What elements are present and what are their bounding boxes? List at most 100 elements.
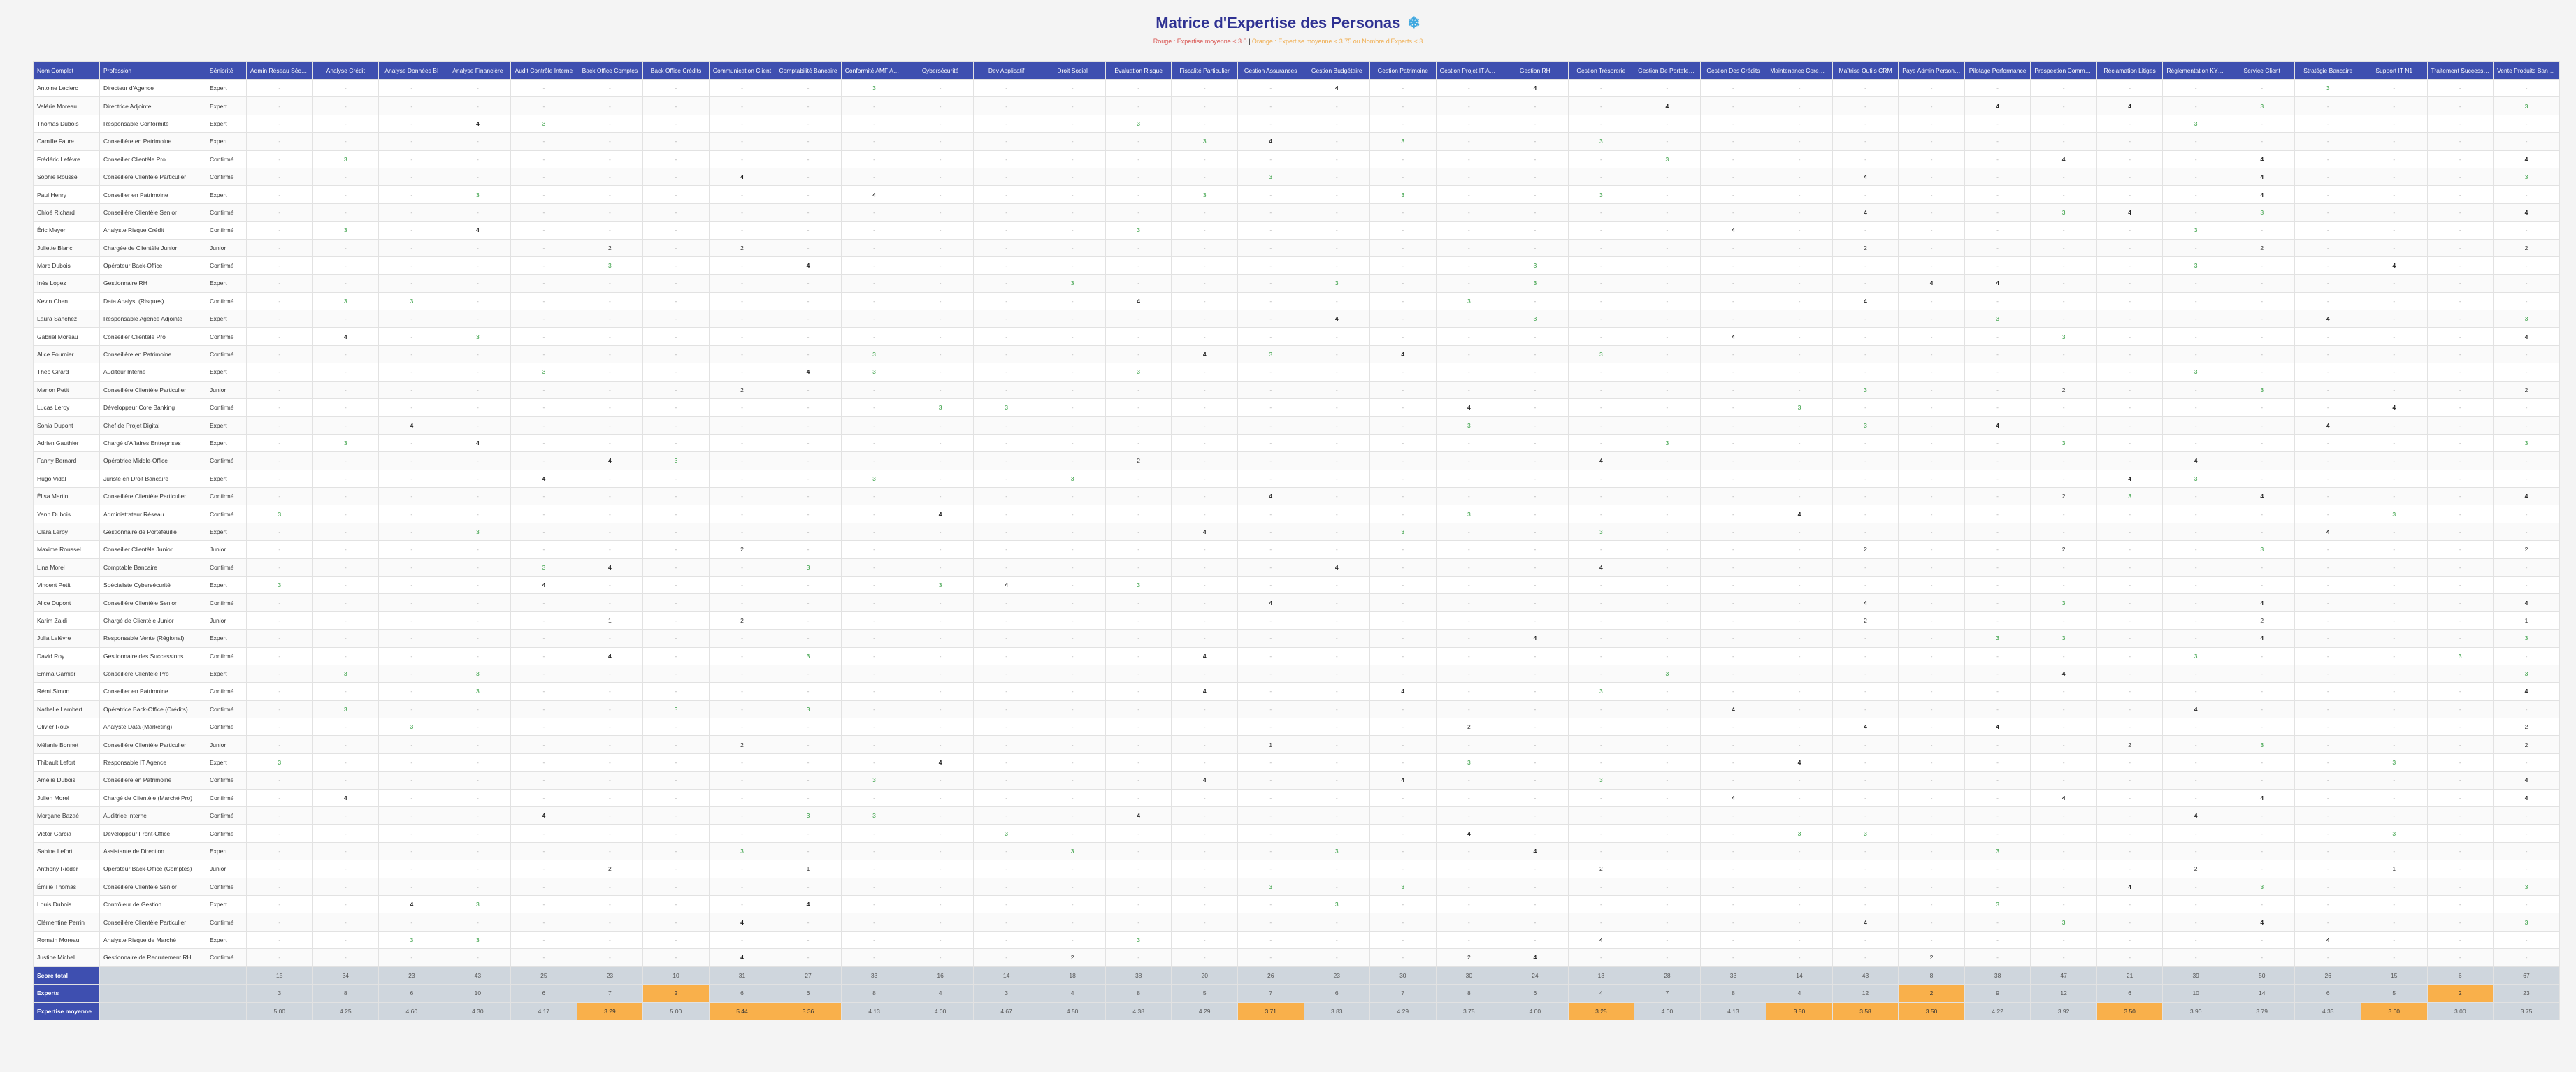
skill-cell: - bbox=[1303, 629, 1371, 648]
skill-cell: - bbox=[1766, 238, 1833, 257]
column-header-skill[interactable]: Analyse Données BI bbox=[378, 61, 445, 80]
column-header-skill[interactable]: Admin Réseau Sécurité bbox=[246, 61, 313, 80]
column-header-skill[interactable]: Comptabilité Bancaire bbox=[775, 61, 842, 80]
skill-cell: - bbox=[510, 700, 577, 719]
skill-cell: - bbox=[972, 96, 1040, 115]
column-header-name[interactable]: Nom Complet bbox=[33, 61, 100, 80]
skill-cell: - bbox=[2426, 913, 2494, 932]
skill-cell: - bbox=[1699, 575, 1767, 595]
skill-cell: - bbox=[2228, 824, 2296, 843]
skill-cell: - bbox=[972, 753, 1040, 772]
column-header-skill[interactable]: Gestion Patrimoine bbox=[1369, 61, 1437, 80]
column-header-skill[interactable]: Back Office Comptes bbox=[576, 61, 644, 80]
skill-cell: 3 bbox=[312, 150, 380, 168]
skill-cell: - bbox=[2294, 203, 2361, 222]
column-header-skill[interactable]: Traitement Successions bbox=[2426, 61, 2494, 80]
table-row: Juliette Blanc Chargée de Clientèle Junio… bbox=[33, 238, 2560, 257]
skill-cell: - bbox=[1699, 274, 1767, 293]
skill-cell: - bbox=[2162, 398, 2229, 417]
skill-cell: - bbox=[972, 345, 1040, 364]
skill-cell: 4 bbox=[2228, 150, 2296, 168]
column-header-skill[interactable]: Cybersécurité bbox=[907, 61, 974, 80]
skill-cell: - bbox=[1303, 753, 1371, 772]
column-header-skill[interactable]: Réglementation KYC AML bbox=[2162, 61, 2229, 80]
skill-cell: - bbox=[2493, 505, 2560, 523]
skill-cell: - bbox=[1104, 611, 1172, 630]
skill-cell: - bbox=[972, 611, 1040, 630]
row-name: Morgane Bazaé bbox=[33, 806, 100, 825]
skill-cell: - bbox=[840, 788, 908, 808]
skill-cell: - bbox=[1634, 469, 1701, 488]
column-header-skill[interactable]: Gestion Projet IT Agile bbox=[1435, 61, 1503, 80]
column-header-skill[interactable]: Communication Client bbox=[708, 61, 776, 80]
column-header-skill[interactable]: Dev Applicatif bbox=[972, 61, 1040, 80]
skill-cell: - bbox=[1766, 274, 1833, 293]
column-header-skill[interactable]: Paye Admin Personnel bbox=[1898, 61, 1965, 80]
skill-cell: - bbox=[2493, 451, 2560, 470]
skill-cell: - bbox=[1898, 841, 1965, 861]
column-header-skill[interactable]: Service Client bbox=[2228, 61, 2296, 80]
skill-cell: - bbox=[378, 664, 445, 683]
skill-cell: 4 bbox=[2228, 629, 2296, 648]
skill-cell: - bbox=[1699, 682, 1767, 701]
skill-cell: - bbox=[1369, 96, 1437, 115]
skill-cell: 3 bbox=[2228, 203, 2296, 222]
row-name: Rémi Simon bbox=[33, 682, 100, 701]
skill-cell: - bbox=[1502, 877, 1569, 896]
skill-cell: - bbox=[2361, 167, 2428, 187]
skill-cell: 3 bbox=[2361, 824, 2428, 843]
column-header-skill[interactable]: Gestion Trésorerie bbox=[1567, 61, 1635, 80]
column-header-skill[interactable]: Support IT N1 bbox=[2361, 61, 2428, 80]
column-header-skill[interactable]: Back Office Crédits bbox=[642, 61, 710, 80]
skill-cell: - bbox=[708, 203, 776, 222]
column-header-skill[interactable]: Prospection Commerciale bbox=[2030, 61, 2097, 80]
skill-cell: - bbox=[1898, 788, 1965, 808]
column-header-skill[interactable]: Pilotage Performance bbox=[1964, 61, 2031, 80]
summary-cell: 2 bbox=[642, 984, 710, 1003]
skill-cell: - bbox=[1303, 380, 1371, 400]
skill-cell: - bbox=[972, 718, 1040, 737]
column-header-skill[interactable]: Droit Social bbox=[1039, 61, 1106, 80]
skill-cell: - bbox=[2030, 575, 2097, 595]
skill-cell: - bbox=[708, 150, 776, 168]
column-header-job[interactable]: Profession bbox=[99, 61, 206, 80]
skill-cell: - bbox=[378, 682, 445, 701]
column-header-skill[interactable]: Stratégie Bancaire bbox=[2294, 61, 2361, 80]
summary-cell: 14 bbox=[2228, 984, 2296, 1003]
skill-cell: - bbox=[1237, 114, 1304, 133]
skill-cell: - bbox=[1435, 664, 1503, 683]
column-header-skill[interactable]: Audit Contrôle Interne bbox=[510, 61, 577, 80]
skill-cell: - bbox=[444, 646, 512, 665]
column-header-skill[interactable]: Analyse Crédit bbox=[312, 61, 380, 80]
skill-cell: - bbox=[1567, 256, 1635, 275]
skill-cell: - bbox=[708, 788, 776, 808]
column-header-seniority[interactable]: Séniorité bbox=[206, 61, 247, 80]
column-header-skill[interactable]: Conformité AMF ACPR bbox=[840, 61, 908, 80]
skill-cell: - bbox=[444, 841, 512, 861]
column-header-skill[interactable]: Gestion RH bbox=[1502, 61, 1569, 80]
skill-cell: - bbox=[907, 78, 974, 98]
skill-cell: - bbox=[775, 824, 842, 843]
column-header-skill[interactable]: Gestion Des Crédits bbox=[1699, 61, 1767, 80]
column-header-skill[interactable]: Analyse Financière bbox=[444, 61, 512, 80]
skill-cell: - bbox=[1699, 256, 1767, 275]
column-header-skill[interactable]: Vente Produits Bancaires bbox=[2493, 61, 2560, 80]
column-header-skill[interactable]: Maîtrise Outils CRM bbox=[1832, 61, 1899, 80]
skill-cell: - bbox=[1104, 753, 1172, 772]
skill-cell: - bbox=[2030, 185, 2097, 204]
skill-cell: - bbox=[246, 930, 313, 950]
skill-cell: 3 bbox=[1369, 877, 1437, 896]
column-header-skill[interactable]: Gestion Budgétaire bbox=[1303, 61, 1371, 80]
row-name: Amélie Dubois bbox=[33, 771, 100, 790]
skill-cell: - bbox=[312, 877, 380, 896]
skill-cell: - bbox=[1171, 150, 1238, 168]
column-header-skill[interactable]: Gestion De Portefeuille bbox=[1634, 61, 1701, 80]
skill-cell: - bbox=[444, 203, 512, 222]
column-header-skill[interactable]: Gestion Assurances bbox=[1237, 61, 1304, 80]
column-header-skill[interactable]: Fiscalité Particulier bbox=[1171, 61, 1238, 80]
column-header-skill[interactable]: Évaluation Risque bbox=[1104, 61, 1172, 80]
skill-cell: - bbox=[2426, 753, 2494, 772]
column-header-skill[interactable]: Réclamation Litiges bbox=[2096, 61, 2164, 80]
skill-cell: - bbox=[2294, 469, 2361, 488]
